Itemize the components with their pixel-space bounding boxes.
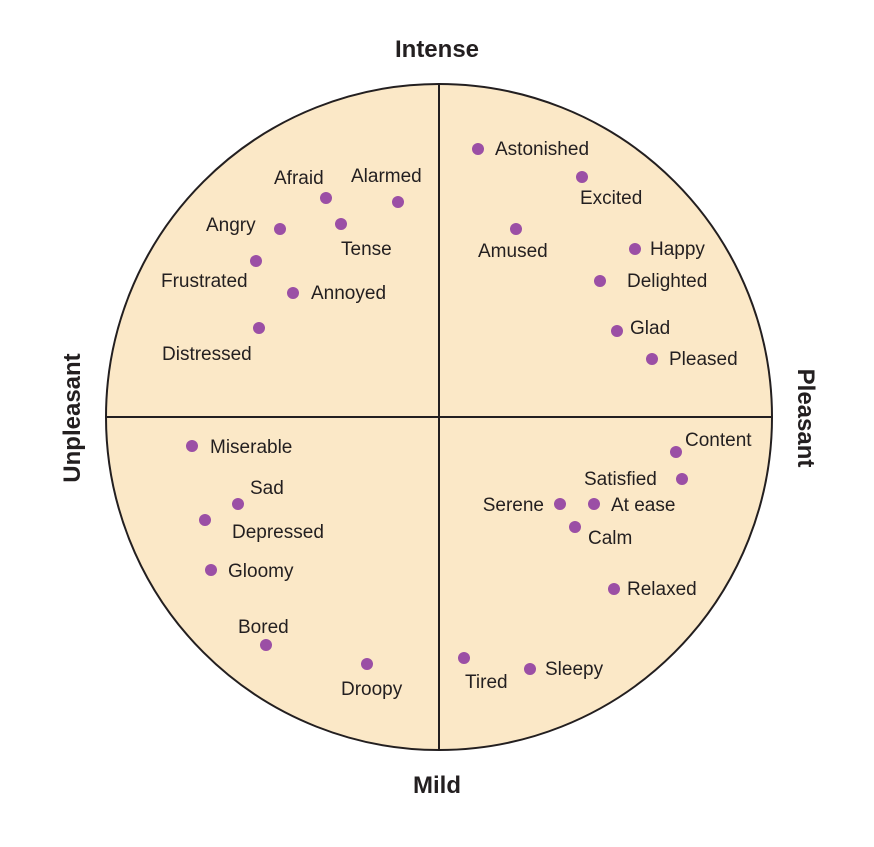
emotion-dot-pleased xyxy=(646,353,658,365)
emotion-label-tense: Tense xyxy=(341,239,392,260)
emotion-label-calm: Calm xyxy=(588,528,632,549)
emotion-dot-angry xyxy=(274,223,286,235)
emotion-label-annoyed: Annoyed xyxy=(311,283,386,304)
emotion-dot-sleepy xyxy=(524,663,536,675)
emotion-label-happy: Happy xyxy=(650,239,705,260)
emotion-dot-distressed xyxy=(253,322,265,334)
emotion-label-glad: Glad xyxy=(630,318,670,339)
emotion-dot-gloomy xyxy=(205,564,217,576)
emotion-label-sad: Sad xyxy=(250,478,284,499)
emotion-dot-happy xyxy=(629,243,641,255)
emotion-dot-content xyxy=(670,446,682,458)
emotion-label-angry: Angry xyxy=(206,215,256,236)
emotion-label-distressed: Distressed xyxy=(162,344,252,365)
emotion-label-miserable: Miserable xyxy=(210,437,292,458)
emotion-label-amused: Amused xyxy=(478,241,548,262)
emotion-label-gloomy: Gloomy xyxy=(228,561,294,582)
emotion-label-pleased: Pleased xyxy=(669,349,738,370)
emotion-dot-tired xyxy=(458,652,470,664)
emotion-label-satisfied: Satisfied xyxy=(584,469,657,490)
emotion-dot-glad xyxy=(611,325,623,337)
emotion-dot-depressed xyxy=(199,514,211,526)
emotion-label-delighted: Delighted xyxy=(627,271,707,292)
emotion-label-bored: Bored xyxy=(238,617,289,638)
emotion-dot-relaxed xyxy=(608,583,620,595)
emotion-label-depressed: Depressed xyxy=(232,522,324,543)
emotion-dot-at-ease xyxy=(588,498,600,510)
emotion-dot-satisfied xyxy=(676,473,688,485)
axis-label-right: Pleasant xyxy=(792,369,819,468)
emotion-dot-frustrated xyxy=(250,255,262,267)
emotion-label-sleepy: Sleepy xyxy=(545,659,604,680)
emotion-label-astonished: Astonished xyxy=(495,139,589,160)
emotion-label-afraid: Afraid xyxy=(274,168,324,189)
emotion-label-content: Content xyxy=(685,430,752,451)
emotion-dot-sad xyxy=(232,498,244,510)
emotion-dot-tense xyxy=(335,218,347,230)
emotion-dot-serene xyxy=(554,498,566,510)
emotion-dot-alarmed xyxy=(392,196,404,208)
emotion-label-serene: Serene xyxy=(483,495,544,516)
emotion-dot-astonished xyxy=(472,143,484,155)
emotion-label-frustrated: Frustrated xyxy=(161,271,248,292)
emotion-dot-afraid xyxy=(320,192,332,204)
emotion-label-tired: Tired xyxy=(465,672,508,693)
emotion-label-alarmed: Alarmed xyxy=(351,166,422,187)
emotion-dot-amused xyxy=(510,223,522,235)
emotion-dot-annoyed xyxy=(287,287,299,299)
emotion-dot-excited xyxy=(576,171,588,183)
emotion-points: Astonished Excited Amused Happy Delighted Gla… xyxy=(161,139,752,700)
axis-label-left: Unpleasant xyxy=(59,353,86,482)
axis-label-bottom: Mild xyxy=(413,772,461,799)
emotion-dot-bored xyxy=(260,639,272,651)
emotion-label-droopy: Droopy xyxy=(341,679,403,700)
emotion-dot-calm xyxy=(569,521,581,533)
emotion-label-relaxed: Relaxed xyxy=(627,579,697,600)
emotion-label-at-ease: At ease xyxy=(611,495,675,516)
axis-label-top: Intense xyxy=(395,36,479,63)
emotion-label-excited: Excited xyxy=(580,188,642,209)
emotion-dot-droopy xyxy=(361,658,373,670)
emotion-dot-delighted xyxy=(594,275,606,287)
emotion-dot-miserable xyxy=(186,440,198,452)
